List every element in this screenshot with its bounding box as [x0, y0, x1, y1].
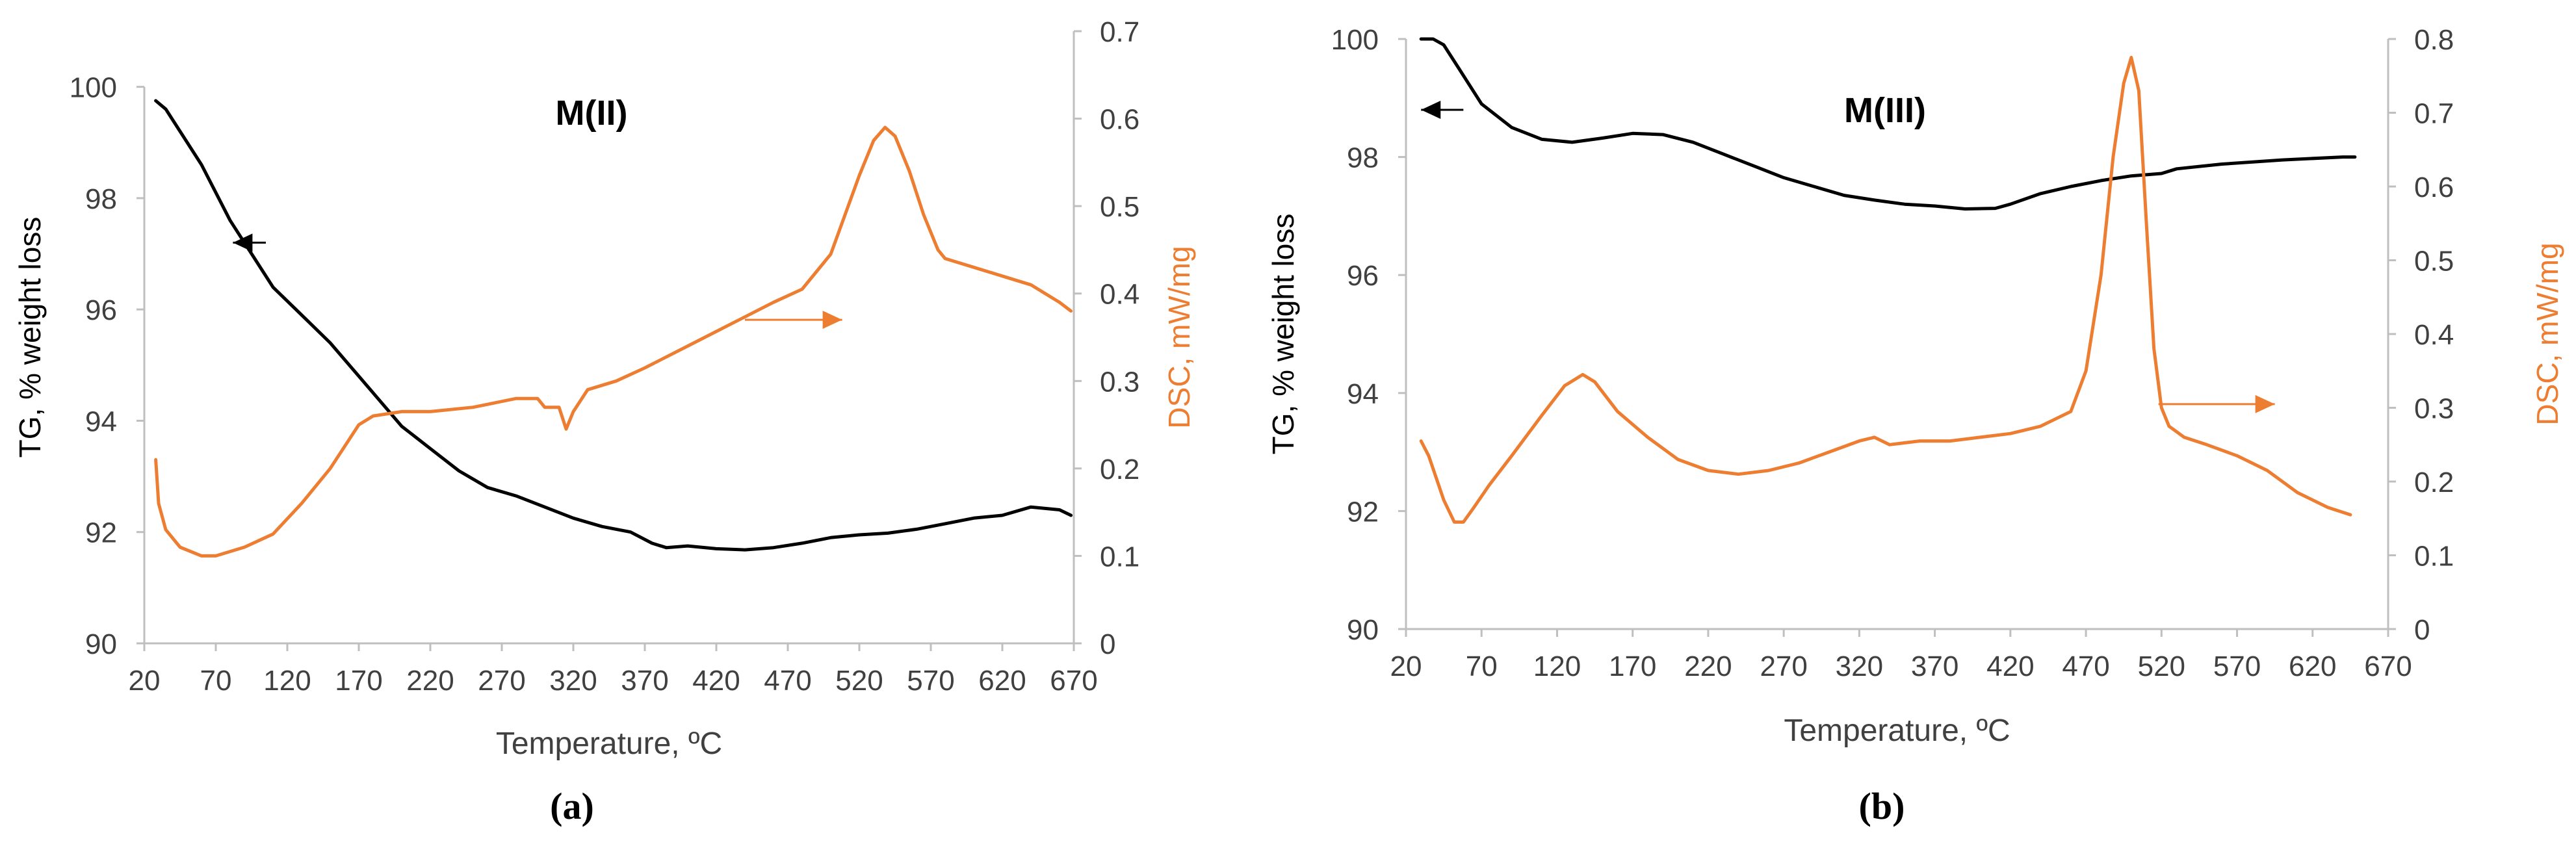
- panel-b-x-tick-label: 120: [1533, 650, 1581, 682]
- panel-a-y-right-tick-label: 0.3: [1100, 366, 1139, 398]
- panel-a-x-tick-label: 520: [835, 665, 883, 697]
- panel-b-y-left-tick-label: 100: [1331, 24, 1379, 56]
- panel-a-y-left-tick-label: 100: [70, 72, 117, 104]
- panel-b-x-tick-label: 420: [1986, 650, 2034, 682]
- panel-a-x-tick-label: 370: [621, 665, 668, 697]
- panel-b-y-left-tick-label: 92: [1347, 496, 1379, 528]
- panel-b-y-left-axis-label: TG, % weight loss: [1266, 214, 1300, 455]
- panel-b-x-tick-label: 670: [2364, 650, 2412, 682]
- panel-b-x-tick-label: 220: [1684, 650, 1732, 682]
- panel-b-y-right-tick-label: 0.6: [2414, 172, 2454, 203]
- panel-b-series-tg-line: [1419, 37, 2357, 211]
- panel-a-y-left-tick-label: 94: [85, 406, 117, 437]
- panel-b-x-tick-label: 520: [2138, 650, 2185, 682]
- panel-b-x-tick-label: 570: [2213, 650, 2261, 682]
- panel-b-y-right-tick-label: 0.5: [2414, 246, 2454, 277]
- panel-a-x-tick-label: 70: [200, 665, 232, 697]
- panel-b-y-left-tick-label: 98: [1347, 142, 1379, 174]
- chart-panel-a: 20 70 120 170 220 270 320 370 420 470 520 570 620 670…: [13, 16, 1196, 827]
- panel-b-y-left-tick-label: 90: [1347, 614, 1379, 646]
- panel-a-y-left-tick-label: 92: [85, 517, 117, 549]
- panel-b-arrow-to-right-axis-head: [2255, 394, 2275, 413]
- panel-a-y-left-tick-label: 96: [85, 294, 117, 326]
- panel-b-y-right-tick-label: 0.8: [2414, 24, 2454, 56]
- chart-panel-b: 20 70 120 170 220 270 320 370 420 470 520 570 620 670…: [1266, 24, 2564, 827]
- panel-b-y-right-tick-label: 0.2: [2414, 467, 2454, 498]
- panel-a-panel-label: (a): [550, 785, 594, 827]
- panel-b-x-tick-label: 20: [1390, 650, 1422, 682]
- panel-a-x-tick-label: 20: [129, 665, 161, 697]
- panel-a-y-right-tick-label: 0.1: [1100, 541, 1139, 573]
- panel-b-x-tick-label: 270: [1760, 650, 1807, 682]
- panel-b-chart-title: M(III): [1844, 91, 1926, 130]
- panel-b-y-right-tick-label: 0.3: [2414, 393, 2454, 425]
- panel-a-y-right-tick-label: 0.6: [1100, 104, 1139, 136]
- panel-b-panel-label: (b): [1859, 785, 1905, 827]
- panel-a-y-right-tick-label: 0.4: [1100, 279, 1139, 311]
- panel-b-y-right-axis-label: DSC, mW/mg: [2530, 242, 2564, 425]
- panel-b-series-dsc-line: [1419, 55, 2352, 524]
- panel-a-x-axis-label: Temperature, ºC: [496, 727, 722, 761]
- panel-a-series-dsc-line: [154, 125, 1073, 558]
- panel-a-y-right-tick-label: 0.7: [1100, 16, 1139, 48]
- panel-a-x-tick-label: 270: [478, 665, 525, 697]
- panel-b-x-axis-label: Temperature, ºC: [1784, 714, 2010, 748]
- panel-a-series-tg-line: [154, 99, 1073, 552]
- panel-a-y-left-axis-label: TG, % weight loss: [13, 217, 47, 458]
- panel-a-x-tick-label: 220: [406, 665, 454, 697]
- panel-a-y-left-tick-label: 90: [85, 628, 117, 660]
- panel-a-y-right-tick-label: 0.2: [1100, 454, 1139, 485]
- panel-b-y-left-tick-label: 94: [1347, 378, 1379, 410]
- panel-a-y-left-tick-label: 98: [85, 183, 117, 215]
- panel-a-x-tick-label: 320: [549, 665, 597, 697]
- panel-a-arrow-to-left-axis-head: [233, 233, 253, 252]
- panel-a-x-tick-label: 670: [1050, 665, 1097, 697]
- panel-b-y-left-tick-label: 96: [1347, 260, 1379, 292]
- panel-a-x-tick-label: 470: [764, 665, 811, 697]
- panel-a-x-tick-label: 420: [692, 665, 740, 697]
- panel-a-y-right-tick-label: 0.5: [1100, 191, 1139, 223]
- panel-a-arrow-to-right-axis-head: [822, 311, 842, 329]
- panel-a-x-tick-label: 570: [907, 665, 954, 697]
- panel-b-y-right-tick-label: 0.1: [2414, 541, 2454, 573]
- panel-a-chart-title: M(II): [556, 94, 628, 133]
- panel-b-x-tick-label: 620: [2289, 650, 2336, 682]
- panel-b-y-right-tick-label: 0.4: [2414, 319, 2454, 351]
- panel-a-x-tick-label: 120: [263, 665, 311, 697]
- panel-a-x-tick-label: 170: [335, 665, 382, 697]
- panel-b-x-tick-label: 70: [1466, 650, 1498, 682]
- panel-b-y-right-tick-label: 0.7: [2414, 98, 2454, 130]
- panel-b-y-right-tick-label: 0: [2414, 614, 2430, 646]
- panel-b-x-tick-label: 320: [1836, 650, 1883, 682]
- panel-b-arrow-to-left-axis-head: [1421, 100, 1441, 119]
- panel-a-y-right-tick-label: 0: [1100, 628, 1115, 660]
- panel-a-x-tick-label: 620: [978, 665, 1026, 697]
- panel-b-x-tick-label: 370: [1911, 650, 1958, 682]
- panel-b-x-tick-label: 470: [2062, 650, 2109, 682]
- panel-a-y-right-axis-label: DSC, mW/mg: [1162, 246, 1196, 428]
- panel-b-x-tick-label: 170: [1609, 650, 1656, 682]
